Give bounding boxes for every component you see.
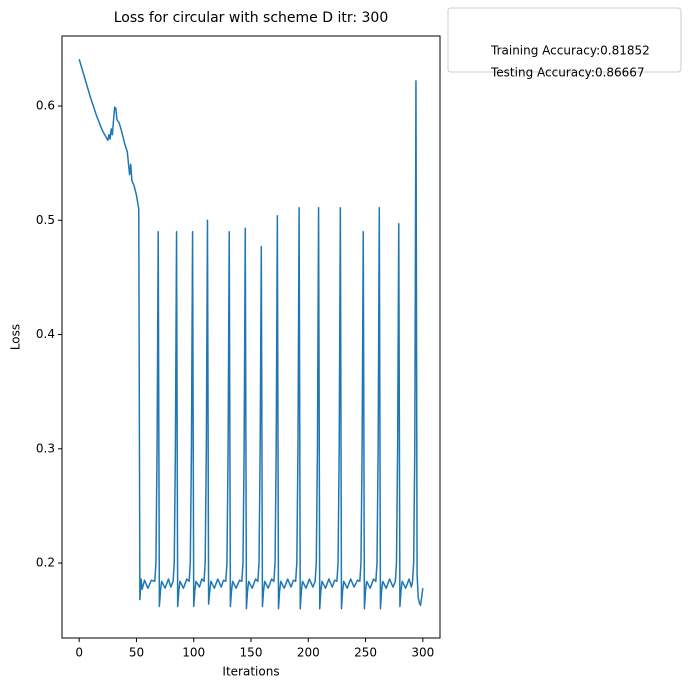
x-tick-label: 250 [354, 646, 377, 660]
x-axis-label: Iterations [222, 665, 279, 679]
y-tick-label: 0.5 [36, 213, 55, 227]
x-tick-label: 150 [240, 646, 263, 660]
plot-frame [61, 35, 441, 639]
legend-box [447, 7, 682, 73]
x-tick-label: 50 [129, 646, 144, 660]
legend-label: Training Accuracy:0.81852 [490, 44, 650, 58]
x-tick-label: 300 [411, 646, 434, 660]
x-tick-label: 0 [75, 646, 83, 660]
x-tick-label: 200 [297, 646, 320, 660]
legend-label: Testing Accuracy:0.86667 [490, 66, 645, 80]
y-tick-label: 0.4 [36, 327, 55, 341]
y-axis-label: Loss [9, 324, 23, 350]
chart-title: Loss for circular with scheme D itr: 300 [114, 10, 388, 26]
line [78, 58, 424, 610]
y-tick-label: 0.6 [36, 99, 55, 113]
y-tick-label: 0.3 [36, 441, 55, 455]
y-tick-label: 0.2 [36, 556, 55, 570]
x-tick-label: 100 [182, 646, 205, 660]
